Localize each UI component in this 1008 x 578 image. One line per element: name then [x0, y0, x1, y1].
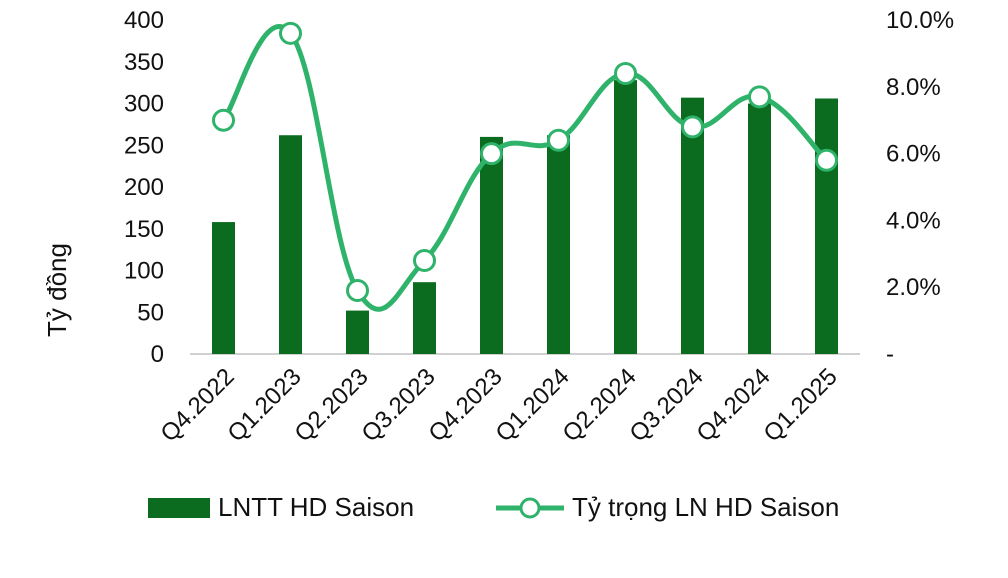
- bar: [413, 282, 436, 354]
- legend-bar-swatch: [148, 498, 210, 518]
- left-tick-label: 200: [124, 174, 164, 201]
- bar: [279, 135, 302, 354]
- left-tick-label: 150: [124, 216, 164, 243]
- left-tick-label: 0: [151, 341, 164, 368]
- legend-label-line: Tỷ trọng LN HD Saison: [572, 492, 839, 522]
- right-tick-label: 8.0%: [886, 74, 941, 101]
- left-axis-ticks: 0 50 100 150 200 250 300 350 400: [124, 7, 164, 368]
- right-tick-label: 6.0%: [886, 141, 941, 168]
- bar: [212, 222, 235, 354]
- left-tick-label: 100: [124, 258, 164, 285]
- x-axis-ticks: Q4.2022Q1.2023Q2.2023Q3.2023Q4.2023Q1.20…: [156, 363, 843, 447]
- right-tick-label: 2.0%: [886, 274, 941, 301]
- bar: [346, 310, 369, 354]
- line-marker: [815, 148, 838, 172]
- line-marker: [212, 108, 235, 132]
- line-series: [212, 21, 838, 312]
- x-tick-label: Q4.2024: [692, 363, 776, 447]
- bar-series: [212, 80, 838, 355]
- bar: [681, 97, 704, 354]
- legend-line-marker: [519, 497, 541, 519]
- x-tick-label: Q1.2024: [491, 363, 575, 447]
- bar: [748, 103, 771, 354]
- legend-label-bar: LNTT HD Saison: [218, 492, 414, 522]
- bar: [547, 135, 570, 354]
- right-tick-label: 10.0%: [886, 7, 954, 34]
- line-path: [221, 24, 829, 312]
- right-tick-label: 4.0%: [886, 207, 941, 234]
- left-tick-label: 400: [124, 7, 164, 34]
- x-tick-label: Q4.2023: [424, 363, 508, 447]
- line-marker: [346, 279, 369, 303]
- line-marker: [748, 85, 771, 109]
- bar: [614, 80, 637, 355]
- left-tick-label: 50: [137, 299, 164, 326]
- x-tick-label: Q1.2023: [223, 363, 307, 447]
- line-marker: [614, 61, 637, 85]
- x-tick-label: Q2.2023: [290, 363, 374, 447]
- right-axis-ticks: - 2.0% 4.0% 6.0% 8.0% 10.0%: [886, 7, 954, 368]
- x-tick-label: Q3.2024: [625, 363, 709, 447]
- x-tick-label: Q3.2023: [357, 363, 441, 447]
- y-axis-title: Tỷ đồng: [42, 243, 72, 337]
- right-tick-label: -: [886, 341, 894, 368]
- legend: LNTT HD Saison Tỷ trọng LN HD Saison: [148, 492, 839, 522]
- x-tick-label: Q4.2022: [156, 363, 240, 447]
- left-tick-label: 350: [124, 49, 164, 76]
- bar: [480, 136, 503, 354]
- line-marker: [547, 128, 570, 152]
- bar: [815, 98, 838, 355]
- x-tick-label: Q1.2025: [759, 363, 843, 447]
- left-tick-label: 300: [124, 91, 164, 118]
- line-marker: [681, 115, 704, 139]
- left-tick-label: 250: [124, 132, 164, 159]
- line-marker: [413, 248, 436, 272]
- line-marker: [279, 21, 302, 45]
- line-marker: [480, 142, 503, 166]
- x-tick-label: Q2.2024: [558, 363, 642, 447]
